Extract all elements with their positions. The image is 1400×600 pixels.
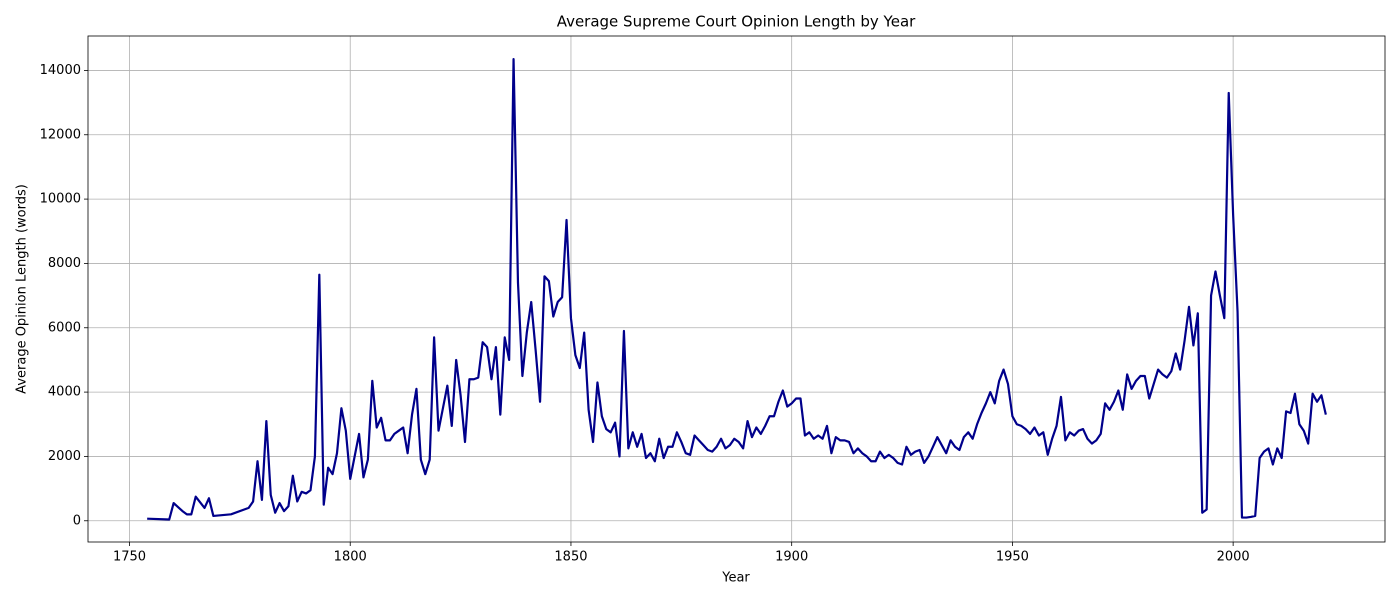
x-axis-label: Year [721, 571, 750, 586]
x-tick-label: 1950 [996, 550, 1029, 565]
y-tick-label: 6000 [48, 320, 81, 335]
x-tick-label: 1850 [554, 550, 587, 565]
data-line [147, 58, 1327, 521]
y-tick-label: 8000 [48, 256, 81, 271]
y-tick-label: 4000 [48, 385, 81, 400]
plot-area [147, 58, 1327, 521]
y-tick-label: 0 [73, 513, 81, 528]
y-axis-label: Average Opinion Length (words) [15, 184, 30, 394]
x-tick-label: 2000 [1217, 550, 1250, 565]
y-tick-label: 14000 [40, 63, 81, 78]
y-tick-label: 10000 [40, 192, 81, 207]
chart-title: Average Supreme Court Opinion Length by … [557, 13, 916, 31]
y-tick-label: 2000 [48, 449, 81, 464]
x-tick-label: 1750 [113, 550, 146, 565]
grid [88, 36, 1385, 542]
axes-frame [87, 35, 1386, 543]
y-tick-label: 12000 [40, 127, 81, 142]
x-tick-label: 1900 [775, 550, 808, 565]
x-tick-label: 1800 [334, 550, 367, 565]
